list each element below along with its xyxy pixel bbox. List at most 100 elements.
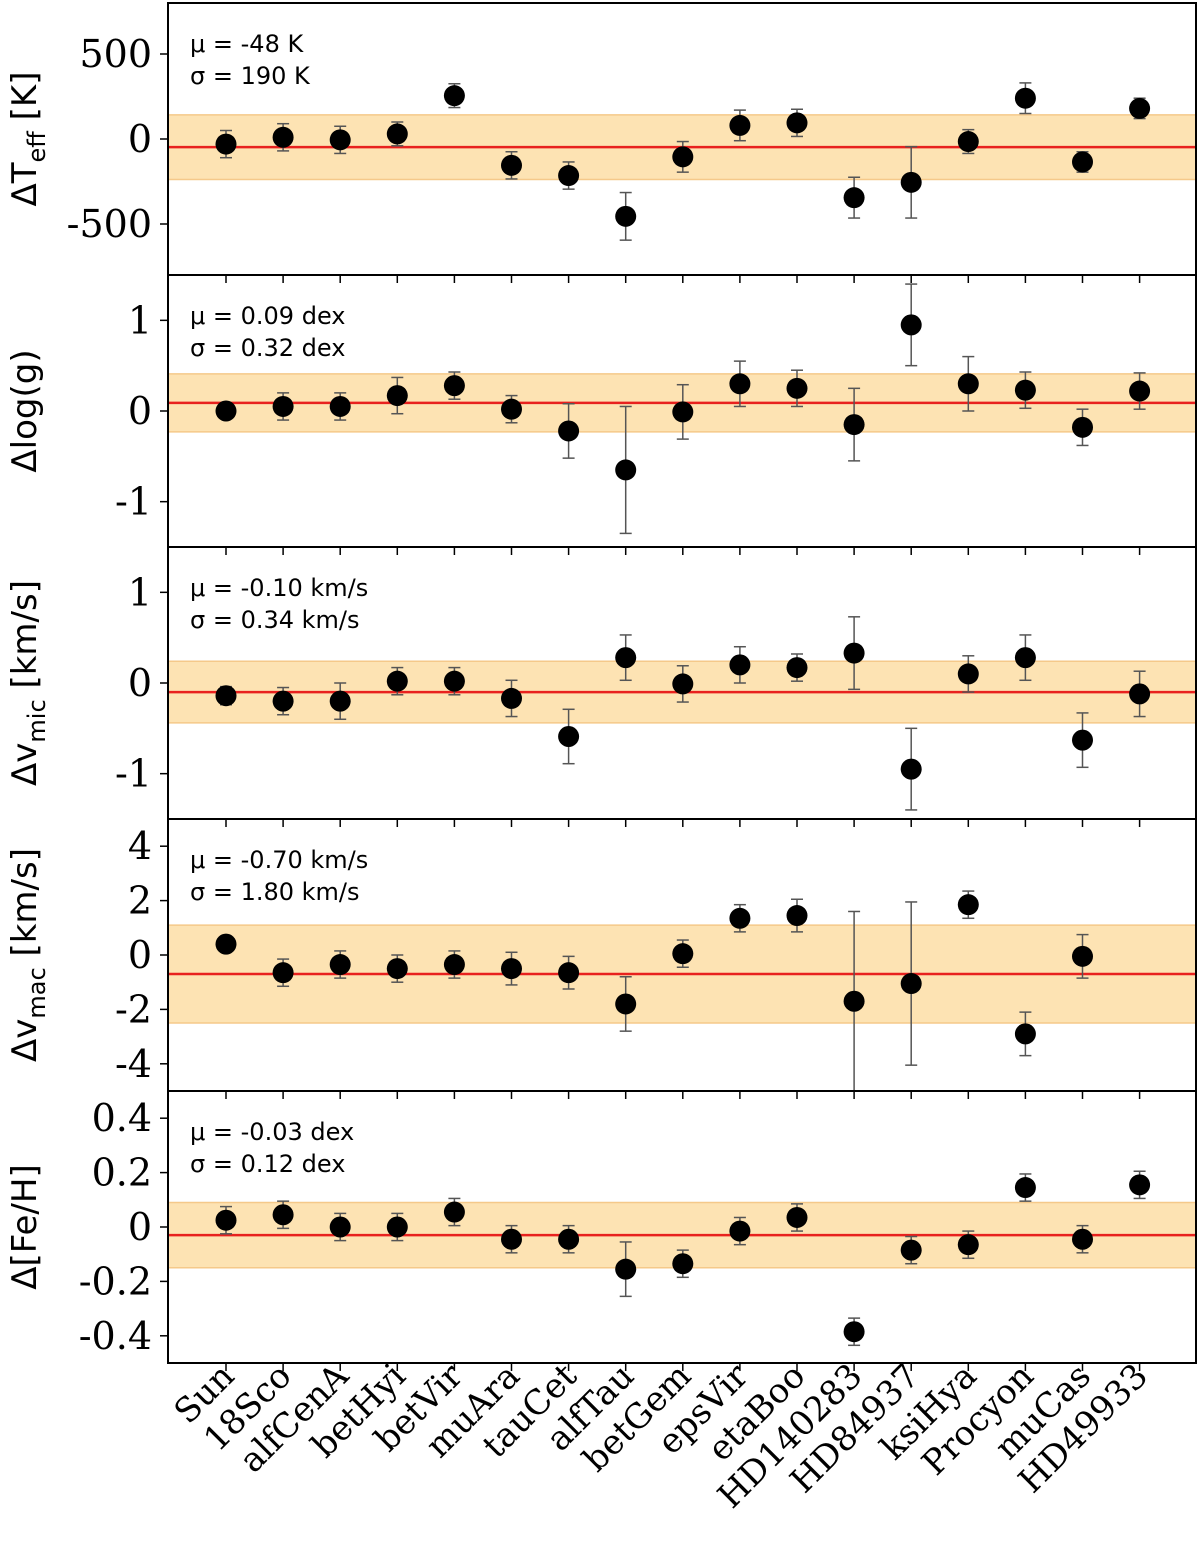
data-point bbox=[386, 958, 408, 980]
data-point bbox=[386, 670, 408, 692]
data-point bbox=[957, 663, 979, 685]
y-tick-label: 0.4 bbox=[92, 1096, 152, 1140]
data-point bbox=[1129, 97, 1151, 119]
y-tick-label: 0 bbox=[128, 117, 152, 161]
y-tick-label: 4 bbox=[128, 824, 152, 868]
data-point bbox=[272, 1204, 294, 1226]
data-point bbox=[1129, 380, 1151, 402]
data-point bbox=[443, 670, 465, 692]
data-point bbox=[843, 642, 865, 664]
data-point bbox=[443, 1201, 465, 1223]
y-axis-label: Δvmac [km/s] bbox=[5, 848, 51, 1062]
y-tick-label: -1 bbox=[115, 752, 152, 796]
data-point bbox=[843, 1321, 865, 1343]
data-point bbox=[1129, 683, 1151, 705]
data-point bbox=[1072, 945, 1093, 967]
data-point bbox=[900, 973, 922, 995]
sigma-stat: σ = 0.32 dex bbox=[190, 334, 345, 362]
data-point bbox=[843, 990, 865, 1012]
y-axis-label-unit: [km/s] bbox=[5, 848, 45, 967]
data-point bbox=[501, 1228, 522, 1250]
mean-stat: μ = -0.70 km/s bbox=[190, 846, 368, 874]
y-tick-label: -0.2 bbox=[79, 1259, 152, 1303]
data-point bbox=[501, 398, 522, 420]
data-point bbox=[672, 673, 694, 695]
y-tick-label: -4 bbox=[115, 1042, 152, 1086]
data-point bbox=[558, 725, 580, 747]
data-point bbox=[957, 1234, 979, 1256]
data-point bbox=[900, 1239, 922, 1261]
data-point bbox=[843, 414, 865, 436]
data-point bbox=[729, 907, 751, 929]
data-point bbox=[957, 894, 979, 916]
data-point bbox=[1014, 1023, 1036, 1045]
y-axis-label-main: Δ[Fe/H] bbox=[5, 1164, 45, 1289]
y-axis-label-subscript: mac bbox=[23, 967, 51, 1018]
y-tick-label: 2 bbox=[128, 879, 152, 923]
data-point bbox=[786, 1206, 808, 1228]
mean-stat: μ = -48 K bbox=[190, 30, 304, 58]
data-point bbox=[443, 954, 465, 976]
data-point bbox=[215, 133, 237, 155]
data-point bbox=[1072, 1228, 1093, 1250]
panel-4: 4 2 0 -2 -4 μ = -0.70 km/s σ = 1.80 km/s Δvmac … bbox=[5, 818, 1197, 1099]
sigma-stat: σ = 0.12 dex bbox=[190, 1150, 345, 1178]
y-tick-label: -1 bbox=[115, 480, 152, 524]
y-tick-label: -0.4 bbox=[79, 1314, 152, 1358]
data-point bbox=[215, 685, 237, 707]
sigma-stat: σ = 190 K bbox=[190, 62, 311, 90]
data-point bbox=[672, 943, 694, 965]
data-point bbox=[558, 420, 580, 442]
data-point bbox=[729, 373, 751, 395]
y-axis-label: Δvmic [km/s] bbox=[5, 580, 51, 786]
data-point bbox=[329, 129, 351, 151]
data-point bbox=[386, 385, 408, 407]
y-axis-label-main: ΔT bbox=[5, 162, 45, 206]
y-axis-label: Δ[Fe/H] bbox=[5, 1164, 45, 1289]
y-axis-label: ΔTeff [K] bbox=[5, 72, 51, 207]
data-point bbox=[615, 993, 637, 1015]
y-tick-label: 1 bbox=[128, 570, 152, 614]
data-point bbox=[329, 1216, 351, 1238]
data-point bbox=[615, 1258, 637, 1280]
panel-1: 500 0 -500 μ = -48 K σ = 190 K ΔTeff [K] bbox=[5, 2, 1197, 283]
data-point bbox=[615, 205, 637, 227]
data-point bbox=[272, 395, 294, 417]
data-point bbox=[900, 171, 922, 193]
y-tick-label: 0 bbox=[128, 389, 152, 433]
data-point bbox=[729, 1220, 751, 1242]
data-point bbox=[843, 187, 865, 209]
data-point bbox=[1014, 379, 1036, 401]
y-tick-label: 500 bbox=[79, 32, 152, 76]
data-point bbox=[558, 165, 580, 187]
data-point bbox=[386, 1216, 408, 1238]
y-axis-label-unit: [km/s] bbox=[5, 580, 45, 699]
data-point bbox=[501, 154, 522, 176]
y-tick-label: -500 bbox=[67, 202, 152, 246]
data-point bbox=[1014, 87, 1036, 109]
data-point bbox=[900, 314, 922, 336]
y-tick-label: -2 bbox=[115, 987, 152, 1031]
data-point bbox=[672, 401, 694, 423]
data-point bbox=[786, 905, 808, 927]
data-point bbox=[672, 1253, 694, 1275]
data-point bbox=[1072, 729, 1093, 751]
data-point bbox=[900, 758, 922, 780]
y-tick-label: 1 bbox=[128, 298, 152, 342]
mean-stat: μ = 0.09 dex bbox=[190, 302, 345, 330]
data-point bbox=[386, 123, 408, 145]
data-point bbox=[329, 954, 351, 976]
y-axis-label-main: Δlog(g) bbox=[5, 349, 45, 472]
y-tick-label: 0 bbox=[128, 933, 152, 977]
data-point bbox=[615, 647, 637, 669]
panel-3: 1 0 -1 μ = -0.10 km/s σ = 0.34 km/s Δvmic [km… bbox=[5, 546, 1197, 827]
y-axis-label-subscript: eff bbox=[23, 131, 51, 163]
y-axis-label-unit: [K] bbox=[5, 72, 45, 132]
mean-stat: μ = -0.03 dex bbox=[190, 1118, 354, 1146]
data-point bbox=[215, 933, 237, 955]
y-axis-label: Δlog(g) bbox=[5, 349, 45, 472]
data-point bbox=[558, 962, 580, 984]
data-point bbox=[443, 375, 465, 397]
y-axis-label-subscript: mic bbox=[23, 699, 51, 742]
